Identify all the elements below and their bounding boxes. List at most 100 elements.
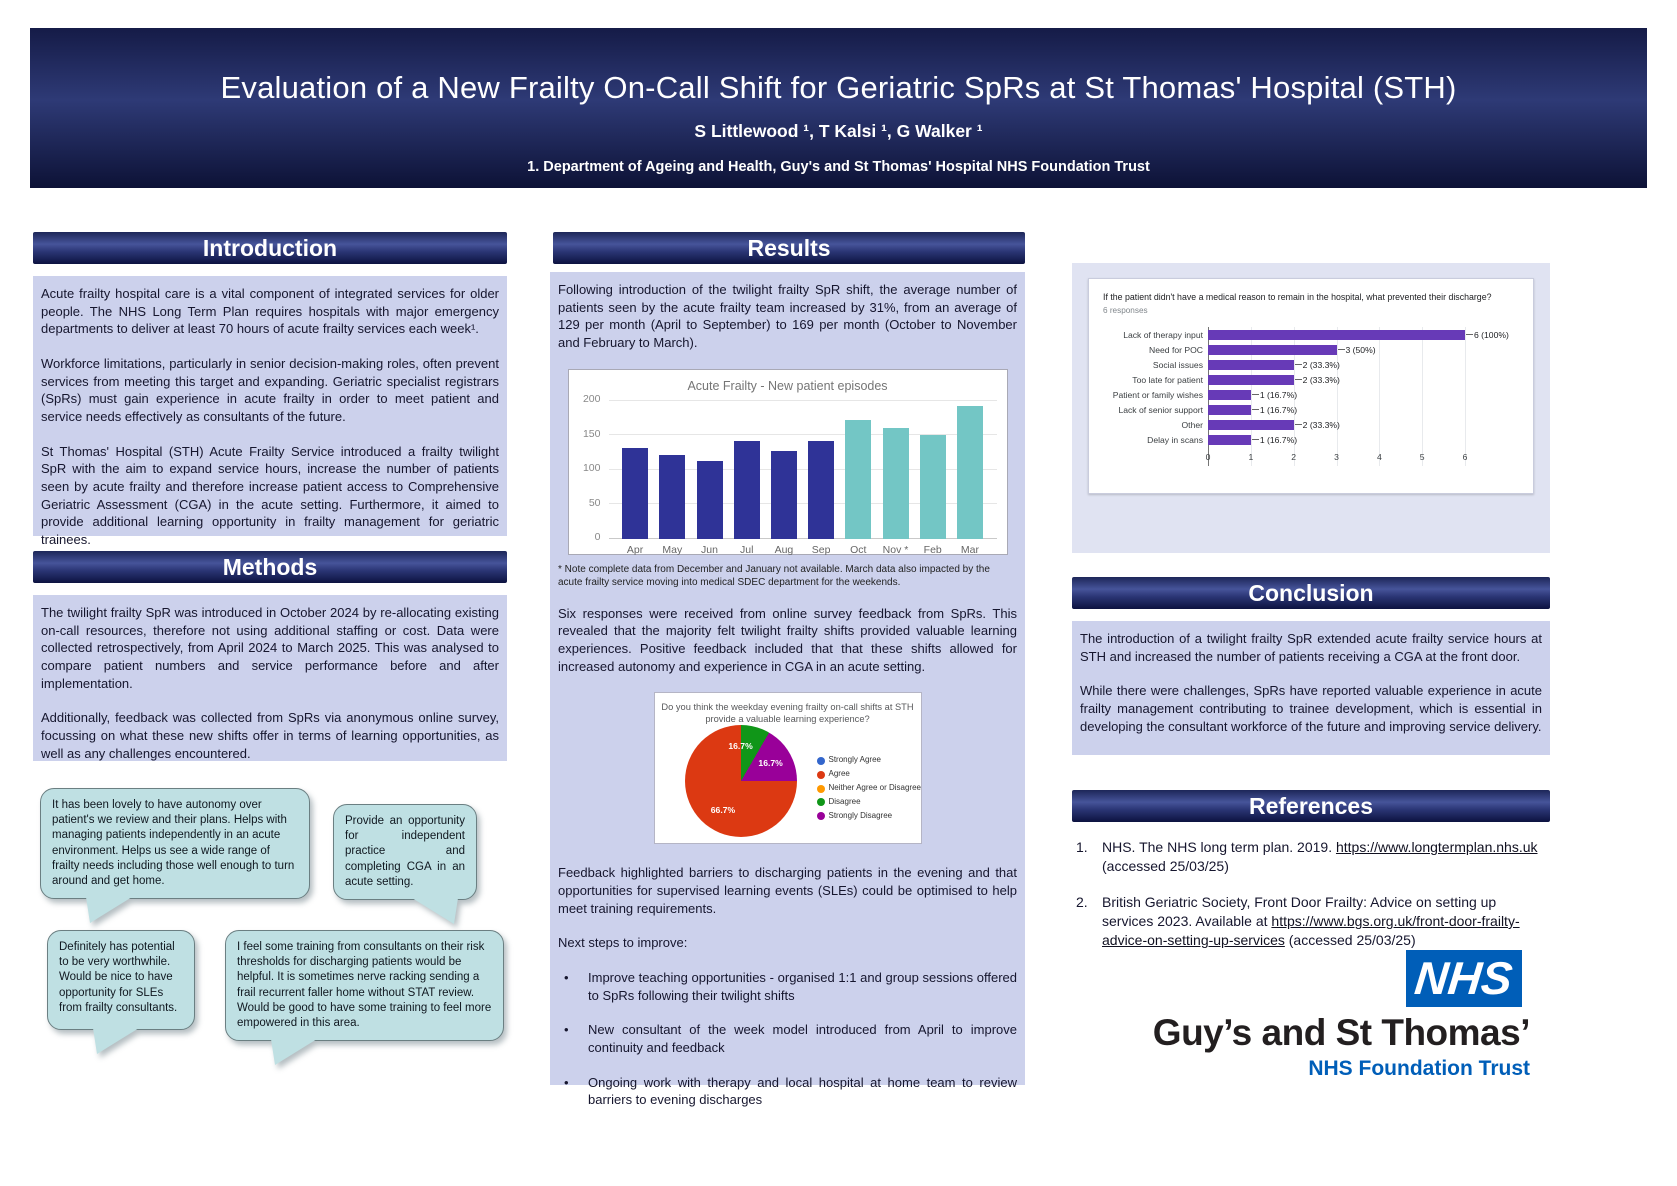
pie-slice-label: 66.7% [710,805,736,816]
nhs-logo-icon: NHS [1406,950,1522,1007]
hbar-bar [1208,329,1465,340]
column-x-label: Feb [923,543,942,556]
hbar-x-tick: 1 [1248,452,1254,462]
hbar-rows: Lack of therapy input 6 (100%) Need for PO… [1103,327,1519,447]
column-bar-Jul [733,440,760,539]
column-chart-y-axis: 0 50 100 150 200 [582,393,601,544]
reference-text: NHS. The NHS long term plan. 2019. https… [1102,838,1550,877]
reference-number: 1. [1076,839,1088,855]
next-step-item: Improve teaching opportunities - organis… [558,969,1017,1004]
trust-org-name: Guy’s and St Thomas’ [1152,1012,1531,1053]
hbar-bar [1208,404,1251,415]
legend-item: Strongly Agree [816,755,922,766]
column-bar-Aug [770,451,797,539]
column-x-label: Nov * [882,543,909,556]
hbar-x-tick: 6 [1462,452,1468,462]
reference-item: 1. NHS. The NHS long term plan. 2019. ht… [1072,838,1550,877]
hbar-bar [1208,359,1294,370]
methods-title: Methods [222,553,318,580]
hbar-category-label: Lack of senior support [1118,404,1203,415]
column-bar-Apr [622,448,649,539]
reference-citation: British Geriatric Society, Front Door Fr… [1102,893,1497,929]
hbar-category-label: Too late for patient [1132,374,1203,385]
hbar-row: Need for POC 3 (50%) [1103,342,1519,357]
hbar-row: Too late for patient 2 (33.3%) [1103,372,1519,387]
column-chart-x-labels: Apr May Jun Jul Aug Sep Oct Nov * Feb Mar [609,539,997,557]
hbar-row: Lack of therapy input 6 (100%) [1103,327,1519,342]
hbar-x-tick: 3 [1334,452,1339,462]
results-paragraph-3: Feedback highlighted barriers to dischar… [558,865,1017,916]
next-step-item: New consultant of the week model introdu… [558,1021,1017,1056]
legend-dot-icon [816,812,825,821]
column-chart-bars [609,401,997,539]
reference-item: 2. British Geriatric Society, Front Door… [1072,893,1550,951]
introduction-paragraph: Workforce limitations, particularly in s… [41,356,499,425]
column-x-label: Jul [739,543,754,556]
hbar-value-label: 1 (16.7%) [1251,435,1297,445]
hbar-row: Delay in scans 1 (16.7%) [1103,432,1519,447]
introduction-title: Introduction [202,234,338,261]
column-x-label: May [662,543,683,556]
quote-bubble-independent-practice: Provide an opportunity for independent p… [333,804,477,924]
column-chart-body: 0 50 100 150 200 [579,393,997,544]
legend-item: Neither Agree or Disagree [816,783,922,794]
discharge-barriers-panel: If the patient didn't have a medical rea… [1072,263,1550,553]
conclusion-paragraph: The introduction of a twilight frailty S… [1080,631,1542,664]
hbar-value-label: 3 (50%) [1337,345,1376,355]
hbar-value-label: 6 (100%) [1466,330,1509,340]
column-x-label: Mar [960,543,979,556]
pie-chart-title: Do you think the weekday evening frailty… [661,702,914,725]
hbar-bar [1208,374,1294,385]
legend-label: Strongly Disagree [828,810,893,820]
next-steps-list: Improve teaching opportunities - organis… [558,969,1017,1109]
reference-accessed: (accessed 25/03/25) [1102,858,1229,875]
conclusion-title: Conclusion [1248,579,1374,606]
reference-text: British Geriatric Society, Front Door Fr… [1102,893,1550,951]
hbar-bar [1208,434,1251,445]
legend-label: Strongly Agree [828,755,881,765]
legend-label: Agree [828,769,850,779]
methods-paragraph: Additionally, feedback was collected fro… [41,710,499,761]
hbar-category-label: Delay in scans [1147,434,1203,445]
hbar-category-label: Social issues [1152,359,1203,370]
column-x-label: Apr [626,543,644,556]
legend-item: Disagree [816,797,922,808]
hbar-x-tick: 2 [1291,452,1297,462]
section-header-conclusion: Conclusion [1072,577,1550,609]
legend-dot-icon [816,798,825,807]
poster-title: Evaluation of a New Frailty On-Call Shif… [220,70,1457,105]
reference-accessed: (accessed 25/03/25) [1284,932,1416,949]
introduction-text-block: Acute frailty hospital care is a vital c… [33,276,507,547]
quote-bubble-worthwhile: Definitely has potential to be very wort… [47,930,195,1054]
hbar-x-tick: 0 [1205,452,1211,462]
hbar-value-label: 2 (33.3%) [1294,420,1340,430]
references-list: 1. NHS. The NHS long term plan. 2019. ht… [1072,838,1550,967]
hbar-bar [1208,389,1251,400]
column-bar-Nov [882,428,909,539]
nhs-logo-text: NHS [1412,952,1516,1004]
hbar-row: Social issues 2 (33.3%) [1103,357,1519,372]
references-title: References [1248,792,1374,819]
reference-link[interactable]: https://www.longtermplan.nhs.uk [1335,839,1538,855]
learning-experience-pie-chart: Do you think the weekday evening frailty… [653,692,922,845]
hbar-bar [1208,419,1294,430]
column-x-label: Sep [811,543,831,556]
section-header-references: References [1072,790,1550,822]
introduction-paragraph: St Thomas' Hospital (STH) Acute Frailty … [41,443,499,548]
column-bar-Oct [845,420,872,539]
legend-label: Neither Agree or Disagree [828,783,922,793]
discharge-barriers-chart: If the patient didn't have a medical rea… [1088,278,1534,494]
legend-dot-icon [816,770,825,779]
pie-slice-label: 16.7% [758,758,783,769]
pie-legend: Strongly Agree Agree Neither Agree or Disa… [816,755,922,824]
legend-item: Agree [816,769,922,780]
chart-footnote: * Note complete data from December and J… [558,563,990,588]
hbar-category-label: Patient or family wishes [1112,389,1203,400]
hbar-row: Lack of senior support 1 (16.7%) [1103,402,1519,417]
column-bar-Mar [956,406,983,539]
reference-link[interactable]: https://www.bgs.org.uk/front-door-frailt… [1102,912,1520,949]
methods-text-block: The twilight frailty SpR was introduced … [33,595,507,761]
conclusion-paragraph: While there were challenges, SpRs have r… [1080,683,1542,734]
hbar-chart-title: If the patient didn't have a medical rea… [1103,292,1492,302]
hbar-chart: Lack of therapy input 6 (100%) Need for PO… [1103,327,1519,466]
